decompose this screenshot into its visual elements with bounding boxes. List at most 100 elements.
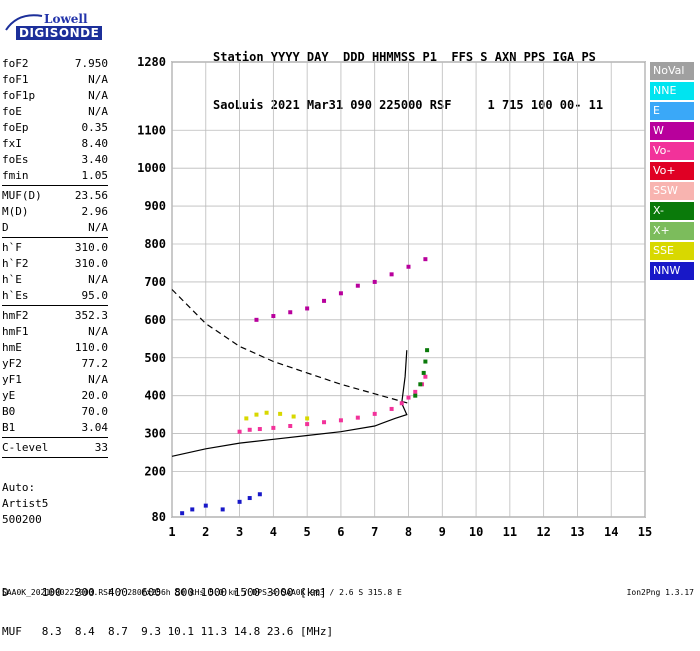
param-key: fxI <box>2 137 22 150</box>
param-key: yE <box>2 389 16 402</box>
data-point <box>425 348 430 353</box>
param-key: C-level <box>2 441 49 454</box>
data-point <box>413 393 418 398</box>
param-row: foEp 0.35 <box>2 120 108 136</box>
param-key: h`Es <box>2 289 29 302</box>
param-key: B1 <box>2 421 16 434</box>
legend-item: X- <box>650 202 694 220</box>
param-value: N/A <box>88 89 108 102</box>
data-point <box>244 416 249 421</box>
muf-dashed-curve <box>171 289 409 404</box>
data-point <box>271 314 276 319</box>
data-point <box>322 420 327 425</box>
data-point <box>355 415 360 420</box>
data-point <box>288 310 293 315</box>
data-point <box>406 395 411 400</box>
x-tick-label: 11 <box>503 525 517 539</box>
param-key: hmF2 <box>2 309 29 322</box>
param-value: N/A <box>88 325 108 338</box>
param-separator <box>2 185 108 186</box>
x-tick-label: 12 <box>536 525 550 539</box>
data-point <box>338 418 343 423</box>
param-value: 95.0 <box>81 289 109 302</box>
param-separator <box>2 437 108 438</box>
param-row: foF1 N/A <box>2 72 108 88</box>
x-tick-label: 4 <box>270 525 277 539</box>
x-tick-label: 6 <box>337 525 344 539</box>
data-point <box>288 424 293 428</box>
param-key: foEp <box>2 121 29 134</box>
data-point <box>421 370 426 375</box>
header-line-1: Station YYYY DAY DDD HHMMSS P1 FFS S AXN… <box>213 50 596 64</box>
profile-solid-curve <box>171 350 408 457</box>
param-row: foF1p N/A <box>2 88 108 104</box>
x-tick-label: 13 <box>570 525 584 539</box>
y-tick-label: 300 <box>144 427 166 441</box>
muf-distance-row: D 100 200 400 600 800 1000 1500 3000 [km… <box>2 586 327 599</box>
data-point <box>257 427 262 432</box>
param-row: yF2 77.2 <box>2 356 108 372</box>
data-point <box>254 317 259 322</box>
legend-item: W <box>650 122 694 140</box>
param-key: h`F2 <box>2 257 29 270</box>
data-point <box>423 359 428 364</box>
footer-info: SAA0K_2021090225000.RSF / 280fx256h 50 k… <box>2 588 402 597</box>
data-point <box>264 410 269 415</box>
legend: NoVal NNE E W Vo- Vo+ SSW X- X+ SSE NNW <box>650 62 694 282</box>
param-value: 3.40 <box>81 153 109 166</box>
param-value: 310.0 <box>74 257 108 270</box>
param-value: 8.40 <box>81 137 109 150</box>
y-tick-label: 200 <box>144 465 166 479</box>
logo-swoosh-icon <box>5 14 43 31</box>
data-point <box>220 507 225 512</box>
param-value: 33 <box>94 441 108 454</box>
param-row: fmin 1.05 <box>2 168 108 184</box>
param-row: hmE 110.0 <box>2 340 108 356</box>
param-value: N/A <box>88 273 108 286</box>
data-point <box>254 412 259 417</box>
param-row: h`Es 95.0 <box>2 288 108 304</box>
x-tick-label: 5 <box>304 525 311 539</box>
param-key: M(D) <box>2 205 29 218</box>
param-key: yF1 <box>2 373 22 386</box>
data-point <box>203 503 208 508</box>
param-value: 77.2 <box>81 357 109 370</box>
param-key: hmF1 <box>2 325 29 338</box>
y-tick-label: 700 <box>144 275 166 289</box>
data-point <box>372 279 377 284</box>
param-key: h`E <box>2 273 22 286</box>
param-row: M(D) 2.96 <box>2 204 108 220</box>
data-point <box>406 264 411 269</box>
x-tick-label: 10 <box>469 525 483 539</box>
param-value: 0.35 <box>81 121 109 134</box>
legend-item: NoVal <box>650 62 694 80</box>
y-tick-label: 1280 <box>137 55 166 69</box>
param-value: 70.0 <box>81 405 109 418</box>
x-tick-label: 2 <box>202 525 209 539</box>
legend-item: Vo+ <box>650 162 694 180</box>
data-point <box>355 283 360 288</box>
param-row: B0 70.0 <box>2 404 108 420</box>
param-row: yE 20.0 <box>2 388 108 404</box>
data-point <box>247 427 252 432</box>
param-value: N/A <box>88 105 108 118</box>
y-tick-label: 1000 <box>137 161 166 175</box>
param-value: 1.05 <box>81 169 109 182</box>
data-point <box>372 411 377 416</box>
param-value: N/A <box>88 73 108 86</box>
y-tick-label: 900 <box>144 199 166 213</box>
x-tick-label: 15 <box>638 525 652 539</box>
param-row: h`F 310.0 <box>2 240 108 256</box>
x-tick-label: 7 <box>371 525 378 539</box>
param-key: yF2 <box>2 357 22 370</box>
x-tick-label: 9 <box>439 525 446 539</box>
param-value: 23.56 <box>74 189 108 202</box>
y-tick-label: 800 <box>144 237 166 251</box>
param-key: foE <box>2 105 22 118</box>
param-key: foEs <box>2 153 29 166</box>
data-point <box>413 389 418 394</box>
y-tick-label: 1100 <box>137 123 166 137</box>
param-value: 7.950 <box>74 57 108 70</box>
param-key: h`F <box>2 241 22 254</box>
data-point <box>237 429 242 434</box>
